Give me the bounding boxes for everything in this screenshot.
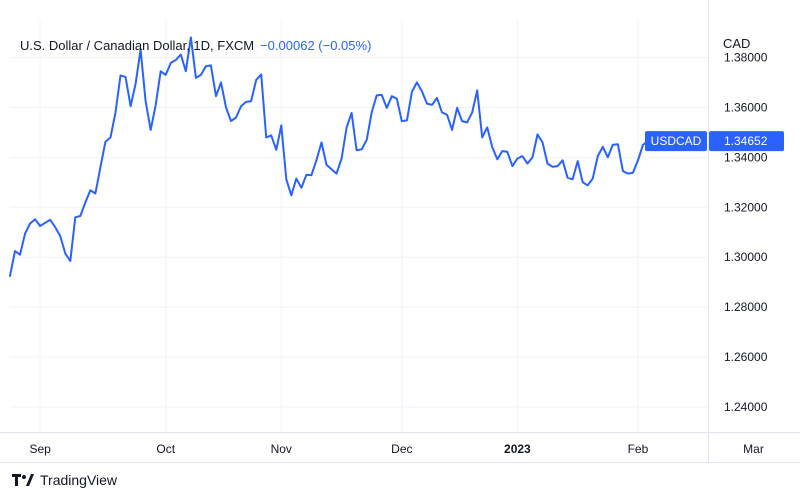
price-tag-value: 1.34652 bbox=[724, 134, 768, 148]
x-axis[interactable]: Sep Oct Nov Dec 2023 Feb Mar bbox=[29, 442, 763, 456]
y-tick-label: 1.32000 bbox=[724, 200, 768, 214]
chart-frame bbox=[0, 0, 800, 463]
chart-legend: U.S. Dollar / Canadian Dollar, 1D, FXCM −… bbox=[20, 38, 371, 53]
price-tag-symbol: USDCAD bbox=[651, 134, 702, 148]
y-tick-label: 1.34000 bbox=[724, 150, 768, 164]
price-tag-symbol-bg bbox=[645, 131, 707, 152]
x-tick-label: Nov bbox=[271, 442, 292, 456]
chart-grid bbox=[10, 20, 708, 432]
legend-symbol: U.S. Dollar / Canadian Dollar, 1D, FXCM bbox=[20, 38, 255, 53]
x-tick-label: 2023 bbox=[504, 442, 531, 456]
currency-label: CAD bbox=[723, 36, 751, 51]
price-tag-value-bg bbox=[709, 131, 784, 152]
y-tick-label: 1.24000 bbox=[724, 400, 768, 414]
y-tick-label: 1.30000 bbox=[724, 250, 768, 264]
y-tick-label: 1.38000 bbox=[724, 50, 768, 64]
y-axis[interactable]: 1.24000 1.26000 1.28000 1.30000 1.32000 1.340… bbox=[724, 50, 768, 414]
tradingview-logo-icon bbox=[12, 474, 34, 486]
x-tick-label: Mar bbox=[743, 442, 764, 456]
x-tick-label: Oct bbox=[156, 442, 175, 456]
legend-change: −0.00062 (−0.05%) bbox=[260, 38, 372, 53]
price-line-group bbox=[9, 36, 649, 277]
tradingview-branding[interactable]: TradingView bbox=[12, 472, 117, 488]
y-tick-label: 1.26000 bbox=[724, 350, 768, 364]
x-tick-label: Dec bbox=[391, 442, 412, 456]
x-tick-label: Feb bbox=[628, 442, 649, 456]
branding-text: TradingView bbox=[40, 472, 118, 488]
y-tick-label: 1.36000 bbox=[724, 100, 768, 114]
last-price-tag: USDCAD 1.34652 bbox=[645, 131, 784, 152]
usdcad-price-line[interactable] bbox=[9, 36, 649, 277]
x-tick-label: Sep bbox=[29, 442, 51, 456]
y-tick-label: 1.28000 bbox=[724, 300, 768, 314]
